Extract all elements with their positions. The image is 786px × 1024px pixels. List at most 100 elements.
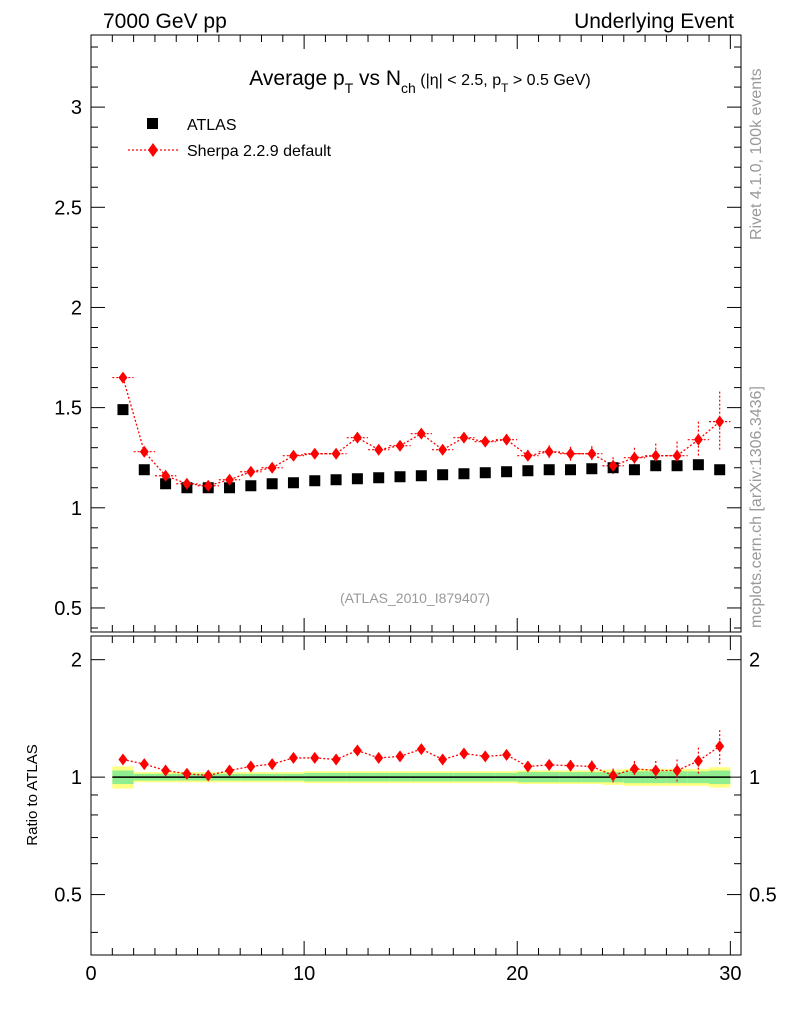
plot-title: Average pT vs Nch (|η| < 2.5, pT > 0.5 G… — [249, 67, 590, 96]
ratio-mc-point — [502, 748, 512, 761]
ratio-mc-point — [139, 758, 149, 771]
ratio-mc-point — [480, 750, 490, 763]
ratio-mc-point — [374, 751, 384, 764]
atlas-data-point — [714, 464, 726, 476]
ratio-y-tick-label: 1 — [71, 767, 82, 789]
atlas-data-point — [330, 474, 342, 486]
legend-data-label: ATLAS — [187, 117, 237, 134]
ratio-mc-point — [203, 769, 213, 782]
atlas-data-point — [160, 478, 172, 490]
mc-data-point — [288, 449, 298, 462]
atlas-data-point — [415, 470, 427, 482]
analysis-label: (ATLAS_2010_I879407) — [340, 590, 490, 606]
atlas-data-point — [351, 473, 363, 485]
ratio-mc-point — [608, 769, 618, 782]
mcplots-label: mcplots.cern.ch [arXiv:1306.3436] — [748, 386, 765, 628]
atlas-data-point — [565, 464, 577, 476]
ratio-mc-point — [459, 747, 469, 760]
mc-data-point — [374, 443, 384, 456]
ratio-mc-point — [629, 762, 639, 775]
atlas-data-point — [586, 463, 598, 475]
atlas-data-point — [501, 466, 513, 478]
ratio-mc-point — [651, 764, 661, 777]
main-panel: 0.5 1 1.5 2 2.5 3 — [54, 34, 742, 633]
mc-data-point — [267, 461, 277, 474]
mc-data-point — [395, 439, 405, 452]
ratio-mc-point — [182, 767, 192, 780]
main-y-tick-label: 1.5 — [54, 398, 82, 420]
x-tick-label: 10 — [293, 963, 315, 985]
ratio-mc-point — [246, 760, 256, 773]
mc-data-point — [139, 445, 149, 458]
atlas-data-point — [117, 404, 129, 416]
mc-data-point — [651, 449, 661, 462]
atlas-data-point — [224, 482, 236, 494]
ratio-mc-point — [395, 750, 405, 763]
ratio-mc-point — [672, 764, 682, 777]
main-y-tick-label: 3 — [71, 97, 82, 119]
main-frame — [90, 34, 742, 633]
atlas-data-point — [437, 469, 449, 481]
ratio-mc-point — [161, 764, 171, 777]
rivet-version-label: Rivet 4.1.0, 100k events — [748, 68, 765, 240]
ratio-y-tick-label-right: 0.5 — [749, 885, 777, 907]
mc-data-point — [566, 447, 576, 460]
ratio-y-tick-label-right: 2 — [749, 650, 760, 672]
ratio-mc-point — [267, 758, 277, 771]
ratio-mc-point — [566, 759, 576, 772]
ratio-y-tick-label-right: 1 — [749, 767, 760, 789]
atlas-data-point — [458, 468, 470, 480]
atlas-data-point — [522, 465, 534, 477]
mc-data-point — [416, 427, 426, 440]
main-y-tick-label: 2.5 — [54, 197, 82, 219]
mc-data-point — [182, 477, 192, 490]
atlas-data-point — [394, 471, 406, 483]
ratio-mc-point — [310, 751, 320, 764]
ratio-y-axis-label: Ratio to ATLAS — [24, 744, 41, 845]
ratio-mc-point — [118, 753, 128, 766]
ratio-mc-point — [693, 754, 703, 767]
ratio-mc-point — [544, 758, 554, 771]
main-y-tick-label: 0.5 — [54, 598, 82, 620]
x-tick-label: 0 — [85, 963, 96, 985]
mc-data-point — [587, 447, 597, 460]
mc-data-point — [225, 473, 235, 486]
mc-data-point — [693, 433, 703, 446]
atlas-data-point — [671, 460, 683, 472]
mc-data-point — [161, 469, 171, 482]
mc-data-point — [608, 459, 618, 472]
header-right: Underlying Event — [574, 10, 734, 33]
ratio-y-tick-label: 0.5 — [54, 885, 82, 907]
mc-data-point — [523, 449, 533, 462]
main-y-tick-label: 2 — [71, 297, 82, 319]
atlas-data-point — [543, 464, 555, 476]
main-y-tick-label: 1 — [71, 498, 82, 520]
atlas-data-point — [650, 460, 662, 472]
ratio-mc-point — [523, 760, 533, 773]
ratio-mc-point — [438, 753, 448, 766]
legend-mc-label: Sherpa 2.2.9 default — [187, 143, 332, 160]
mc-data-point — [310, 447, 320, 460]
ratio-mc-point — [416, 743, 426, 756]
header-left: 7000 GeV pp — [103, 10, 227, 33]
mc-data-point — [544, 445, 554, 458]
atlas-data-point — [245, 480, 257, 492]
atlas-data-point — [628, 464, 640, 476]
ratio-mc-point — [715, 740, 725, 753]
mc-data-point — [459, 431, 469, 444]
ratio-frame — [90, 635, 742, 956]
mc-data-point — [715, 415, 725, 428]
mc-data-point — [502, 433, 512, 446]
atlas-data-point — [692, 459, 704, 471]
legend-mc-marker — [148, 143, 158, 157]
x-tick-label: 20 — [506, 963, 528, 985]
ratio-mc-point — [587, 760, 597, 773]
legend-data-marker — [147, 118, 158, 129]
mc-data-point — [331, 447, 341, 460]
x-tick-label: 30 — [719, 963, 741, 985]
ratio-mc-point — [331, 753, 341, 766]
atlas-data-point — [373, 472, 385, 484]
mc-data-point — [438, 443, 448, 456]
atlas-data-point — [138, 464, 150, 476]
